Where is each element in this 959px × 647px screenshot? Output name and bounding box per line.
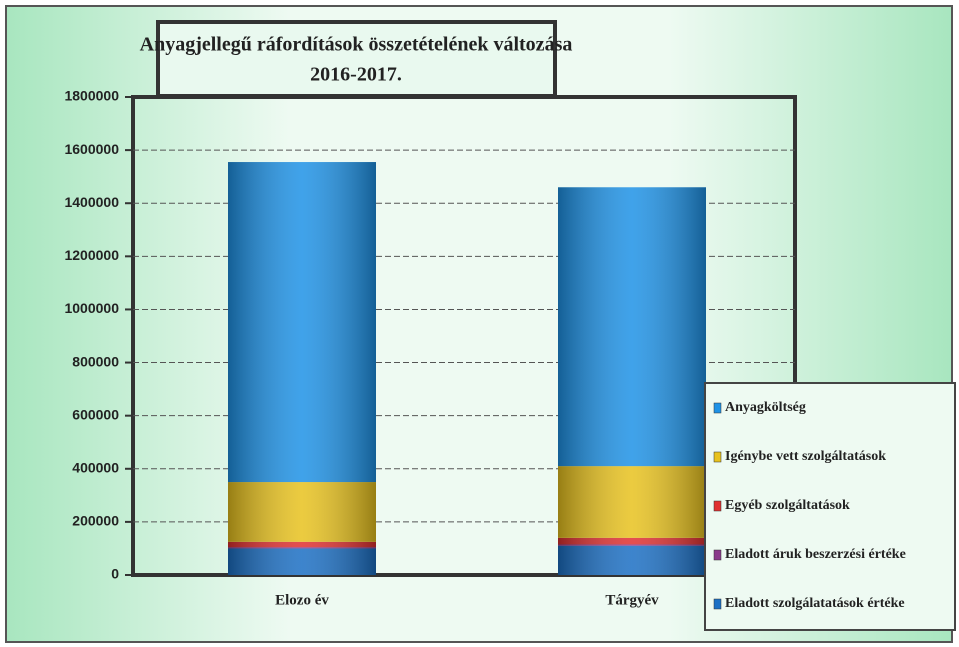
legend-label: Eladott áruk beszerzési értéke <box>725 547 906 562</box>
bar-shade <box>558 466 706 538</box>
legend-label: Anyagköltség <box>725 400 806 415</box>
legend-box <box>704 382 956 631</box>
x-tick-label: Tárgyév <box>605 592 659 608</box>
legend-swatch <box>713 549 722 561</box>
bar-shade <box>228 162 376 483</box>
y-tick-label: 200000 <box>72 513 119 529</box>
y-tick-label: 1000000 <box>64 300 119 316</box>
bar-shade <box>558 544 706 546</box>
bar-shade <box>558 187 706 467</box>
bar-shade <box>228 482 376 542</box>
bar-shade <box>558 537 706 545</box>
legend-swatch <box>713 500 722 512</box>
bar-shade <box>558 545 706 575</box>
y-tick-label: 400000 <box>72 459 119 475</box>
x-tick-label: Elozo év <box>275 592 329 608</box>
chart-title: Anyagjellegű ráfordítások összetételének… <box>140 34 573 56</box>
legend-swatch <box>713 598 722 610</box>
y-tick-label: 1200000 <box>64 247 119 263</box>
bar-shade <box>228 541 376 548</box>
y-tick-label: 800000 <box>72 353 119 369</box>
legend-label: Eladott szolgálatatások értéke <box>725 596 905 611</box>
y-tick-label: 600000 <box>72 406 119 422</box>
legend-label: Egyéb szolgáltatások <box>725 498 850 513</box>
title-box <box>156 20 557 98</box>
y-tick-label: 1600000 <box>64 141 119 157</box>
bar-shade <box>228 547 376 549</box>
y-tick-label: 0 <box>111 566 119 582</box>
bar-shade <box>228 548 376 575</box>
y-tick-label: 1800000 <box>64 88 119 104</box>
legend-swatch <box>713 451 722 463</box>
legend-swatch <box>713 402 722 414</box>
chart-subtitle: 2016-2017. <box>310 64 402 86</box>
y-tick-label: 1400000 <box>64 194 119 210</box>
legend-label: Igénybe vett szolgáltatások <box>725 449 886 464</box>
